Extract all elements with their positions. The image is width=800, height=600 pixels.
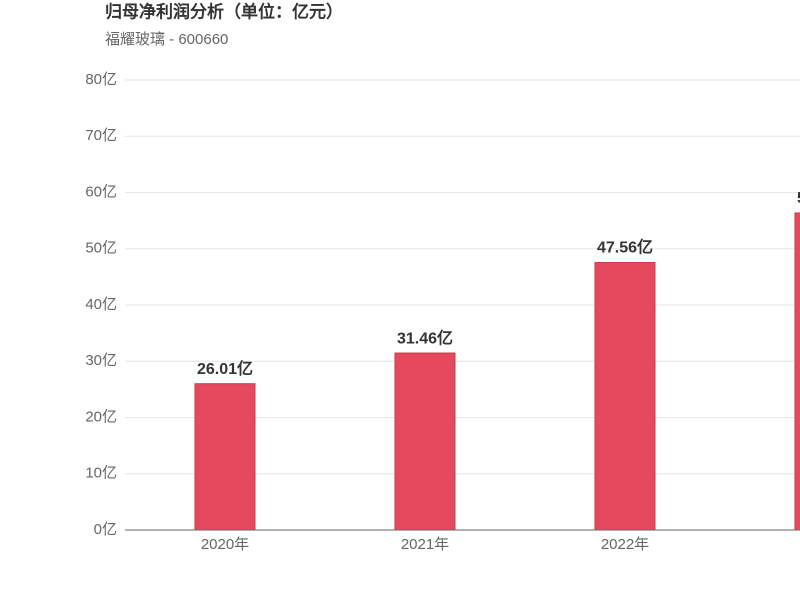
x-tick-label: 2020年 [201,536,249,553]
chart-title: 归母净利润分析（单位：亿元） [105,1,343,21]
chart-subtitle: 福耀玻璃 - 600660 [105,31,228,48]
y-tick-label: 50亿 [85,240,117,257]
y-tick-label: 40亿 [85,296,117,313]
data-label: 26.01亿 [197,359,253,378]
bar [794,212,800,531]
y-tick-label: 30亿 [85,352,117,369]
x-tick-label: 2021年 [401,536,449,553]
y-tick-label: 60亿 [85,183,117,200]
y-tick-label: 70亿 [85,127,117,144]
y-tick-label: 0亿 [94,521,117,538]
bar [194,383,256,531]
bar [594,261,656,531]
data-label: 47.56亿 [597,238,653,257]
y-tick-label: 80亿 [85,71,117,88]
x-tick-label: 2022年 [601,536,649,553]
data-label: 31.46亿 [397,328,453,347]
bar [394,352,456,531]
data-label: 56.36亿 [797,188,800,207]
y-tick-label: 20亿 [85,408,117,425]
y-tick-label: 10亿 [85,465,117,482]
